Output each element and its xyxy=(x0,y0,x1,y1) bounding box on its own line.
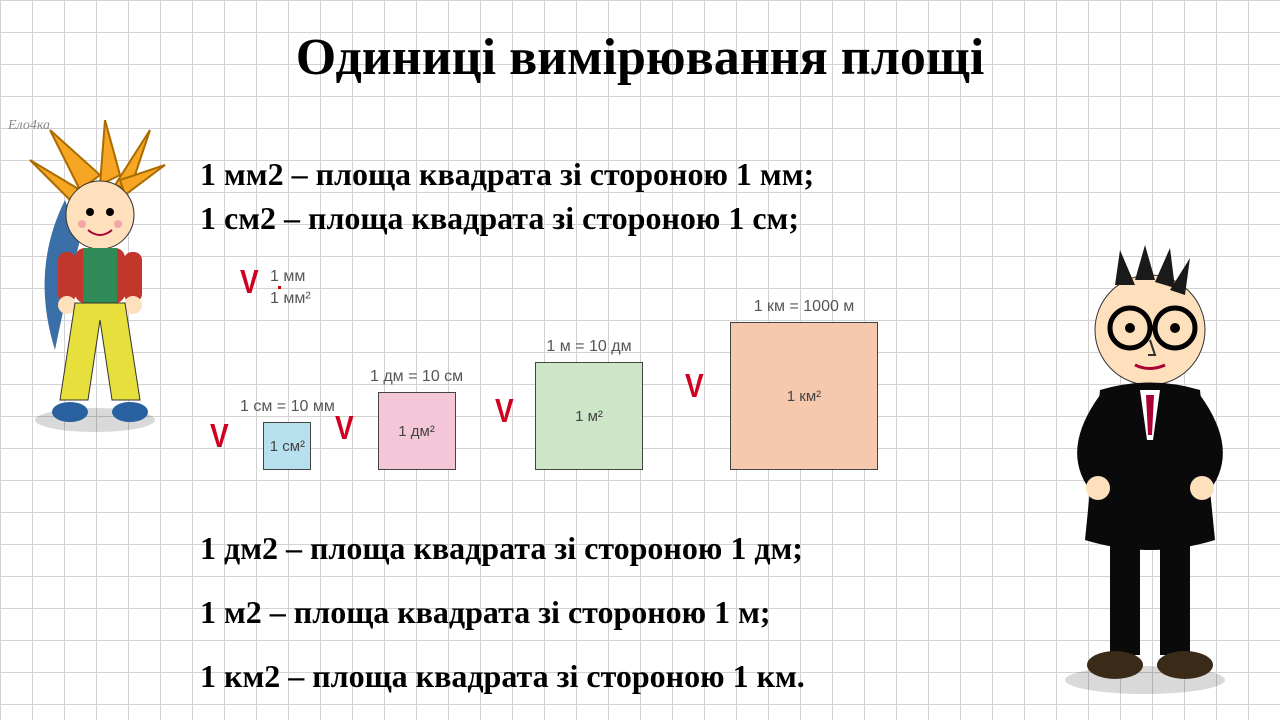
unit-dm-caption: 1 дм = 10 см xyxy=(370,368,463,386)
unit-m-label: 1 м² xyxy=(575,408,603,425)
definition-cm2: 1 см2 – площа квадрата зі стороною 1 см; xyxy=(200,200,799,237)
check-mark: V xyxy=(335,411,354,445)
cartoon-character-left xyxy=(10,120,180,440)
definition-dm2: 1 дм2 – площа квадрата зі стороною 1 дм; xyxy=(200,530,803,567)
mm-label-1: 1 мм xyxy=(270,268,305,286)
page-title: Одиниці вимірювання площі xyxy=(0,28,1280,87)
unit-dm-label: 1 дм² xyxy=(398,423,435,440)
unit-m: 1 м = 10 дм 1 м² xyxy=(535,338,643,470)
unit-cm-caption: 1 см = 10 мм xyxy=(240,398,335,416)
area-units-diagram: 1 мм 1 мм² V 1 см = 10 мм 1 см² V 1 дм =… xyxy=(200,250,960,480)
definition-km2: 1 км2 – площа квадрата зі стороною 1 км. xyxy=(200,658,805,695)
check-mark: V xyxy=(210,419,229,453)
unit-m-caption: 1 м = 10 дм xyxy=(535,338,643,356)
unit-km-label: 1 км² xyxy=(787,388,821,405)
unit-cm-label: 1 см² xyxy=(270,438,305,455)
check-mark: V xyxy=(495,394,514,428)
unit-km-caption: 1 км = 1000 м xyxy=(730,298,878,316)
unit-dm: 1 дм = 10 см 1 дм² xyxy=(370,368,463,470)
mm-label-2: 1 мм² xyxy=(270,290,311,308)
unit-m-square: 1 м² xyxy=(535,362,643,470)
mm-dot xyxy=(278,286,281,289)
definition-mm2: 1 мм2 – площа квадрата зі стороною 1 мм; xyxy=(200,156,814,193)
unit-dm-square: 1 дм² xyxy=(378,392,456,470)
unit-cm-square: 1 см² xyxy=(263,422,311,470)
unit-km-square: 1 км² xyxy=(730,322,878,470)
unit-km: 1 км = 1000 м 1 км² xyxy=(730,298,878,470)
check-mark: V xyxy=(240,265,259,299)
check-mark: V xyxy=(685,369,704,403)
cartoon-character-right xyxy=(1020,240,1270,700)
unit-cm: 1 см = 10 мм 1 см² xyxy=(240,398,335,470)
definition-m2: 1 м2 – площа квадрата зі стороною 1 м; xyxy=(200,594,771,631)
